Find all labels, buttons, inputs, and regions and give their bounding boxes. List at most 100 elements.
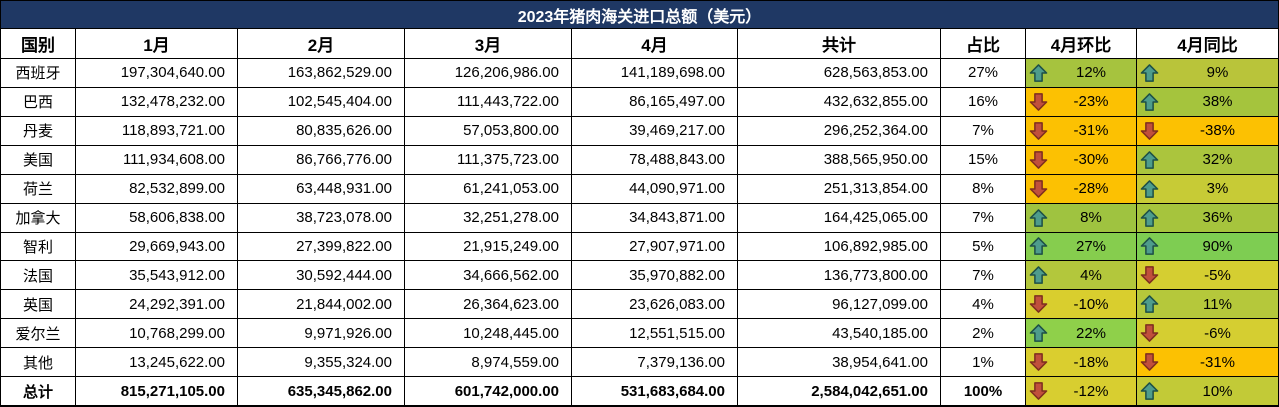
march-cell[interactable]: 21,915,249.00	[405, 232, 572, 262]
february-cell[interactable]: 163,862,529.00	[238, 59, 405, 88]
april-cell[interactable]: 78,488,843.00	[572, 145, 738, 175]
january-cell[interactable]: 10,768,299.00	[76, 319, 238, 349]
february-cell[interactable]: 9,355,324.00	[238, 348, 405, 378]
share-cell[interactable]: 7%	[941, 116, 1026, 146]
total-cell[interactable]: 38,954,641.00	[738, 348, 941, 378]
january-cell[interactable]: 132,478,232.00	[76, 87, 238, 117]
april-cell[interactable]: 141,189,698.00	[572, 59, 738, 88]
mom-trend-cell[interactable]: 22%	[1026, 319, 1137, 349]
header-february[interactable]: 2月	[238, 29, 405, 59]
country-cell[interactable]: 丹麦	[1, 116, 76, 146]
country-cell[interactable]: 荷兰	[1, 174, 76, 204]
yoy-trend-cell[interactable]: 36%	[1137, 203, 1278, 233]
march-cell[interactable]: 111,375,723.00	[405, 145, 572, 175]
country-cell[interactable]: 爱尔兰	[1, 319, 76, 349]
header-country[interactable]: 国别	[1, 29, 76, 59]
mom-trend-cell[interactable]: 8%	[1026, 203, 1137, 233]
share-cell[interactable]: 27%	[941, 59, 1026, 88]
march-cell[interactable]: 126,206,986.00	[405, 59, 572, 88]
total-cell[interactable]: 2,584,042,651.00	[738, 377, 941, 407]
total-cell[interactable]: 432,632,855.00	[738, 87, 941, 117]
country-cell[interactable]: 其他	[1, 348, 76, 378]
march-cell[interactable]: 26,364,623.00	[405, 290, 572, 320]
april-cell[interactable]: 7,379,136.00	[572, 348, 738, 378]
country-cell[interactable]: 西班牙	[1, 59, 76, 88]
share-cell[interactable]: 16%	[941, 87, 1026, 117]
mom-trend-cell[interactable]: -30%	[1026, 145, 1137, 175]
country-cell[interactable]: 英国	[1, 290, 76, 320]
total-cell[interactable]: 136,773,800.00	[738, 261, 941, 291]
march-cell[interactable]: 61,241,053.00	[405, 174, 572, 204]
february-cell[interactable]: 63,448,931.00	[238, 174, 405, 204]
share-cell[interactable]: 100%	[941, 377, 1026, 407]
country-cell[interactable]: 巴西	[1, 87, 76, 117]
share-cell[interactable]: 4%	[941, 290, 1026, 320]
january-cell[interactable]: 35,543,912.00	[76, 261, 238, 291]
header-april-mom[interactable]: 4月环比	[1026, 29, 1137, 59]
february-cell[interactable]: 80,835,626.00	[238, 116, 405, 146]
total-cell[interactable]: 628,563,853.00	[738, 59, 941, 88]
yoy-trend-cell[interactable]: 10%	[1137, 377, 1278, 407]
april-cell[interactable]: 39,469,217.00	[572, 116, 738, 146]
share-cell[interactable]: 1%	[941, 348, 1026, 378]
mom-trend-cell[interactable]: 12%	[1026, 59, 1137, 88]
january-cell[interactable]: 29,669,943.00	[76, 232, 238, 262]
total-cell[interactable]: 96,127,099.00	[738, 290, 941, 320]
mom-trend-cell[interactable]: -28%	[1026, 174, 1137, 204]
share-cell[interactable]: 8%	[941, 174, 1026, 204]
april-cell[interactable]: 531,683,684.00	[572, 377, 738, 407]
april-cell[interactable]: 35,970,882.00	[572, 261, 738, 291]
share-cell[interactable]: 2%	[941, 319, 1026, 349]
total-cell[interactable]: 43,540,185.00	[738, 319, 941, 349]
total-cell[interactable]: 251,313,854.00	[738, 174, 941, 204]
february-cell[interactable]: 30,592,444.00	[238, 261, 405, 291]
total-cell[interactable]: 296,252,364.00	[738, 116, 941, 146]
february-cell[interactable]: 27,399,822.00	[238, 232, 405, 262]
april-cell[interactable]: 23,626,083.00	[572, 290, 738, 320]
february-cell[interactable]: 102,545,404.00	[238, 87, 405, 117]
header-january[interactable]: 1月	[76, 29, 238, 59]
yoy-trend-cell[interactable]: -6%	[1137, 319, 1278, 349]
mom-trend-cell[interactable]: -23%	[1026, 87, 1137, 117]
february-cell[interactable]: 86,766,776.00	[238, 145, 405, 175]
january-cell[interactable]: 24,292,391.00	[76, 290, 238, 320]
january-cell[interactable]: 58,606,838.00	[76, 203, 238, 233]
yoy-trend-cell[interactable]: 11%	[1137, 290, 1278, 320]
header-total[interactable]: 共计	[738, 29, 941, 59]
april-cell[interactable]: 44,090,971.00	[572, 174, 738, 204]
country-cell[interactable]: 智利	[1, 232, 76, 262]
march-cell[interactable]: 34,666,562.00	[405, 261, 572, 291]
mom-trend-cell[interactable]: -10%	[1026, 290, 1137, 320]
january-cell[interactable]: 197,304,640.00	[76, 59, 238, 88]
total-cell[interactable]: 164,425,065.00	[738, 203, 941, 233]
share-cell[interactable]: 7%	[941, 261, 1026, 291]
country-cell[interactable]: 美国	[1, 145, 76, 175]
mom-trend-cell[interactable]: 27%	[1026, 232, 1137, 262]
mom-trend-cell[interactable]: -18%	[1026, 348, 1137, 378]
header-april[interactable]: 4月	[572, 29, 738, 59]
january-cell[interactable]: 118,893,721.00	[76, 116, 238, 146]
share-cell[interactable]: 5%	[941, 232, 1026, 262]
yoy-trend-cell[interactable]: 3%	[1137, 174, 1278, 204]
april-cell[interactable]: 34,843,871.00	[572, 203, 738, 233]
yoy-trend-cell[interactable]: -5%	[1137, 261, 1278, 291]
country-cell[interactable]: 加拿大	[1, 203, 76, 233]
february-cell[interactable]: 9,971,926.00	[238, 319, 405, 349]
march-cell[interactable]: 57,053,800.00	[405, 116, 572, 146]
header-april-yoy[interactable]: 4月同比	[1137, 29, 1278, 59]
january-cell[interactable]: 13,245,622.00	[76, 348, 238, 378]
march-cell[interactable]: 111,443,722.00	[405, 87, 572, 117]
january-cell[interactable]: 111,934,608.00	[76, 145, 238, 175]
header-march[interactable]: 3月	[405, 29, 572, 59]
april-cell[interactable]: 86,165,497.00	[572, 87, 738, 117]
total-cell[interactable]: 388,565,950.00	[738, 145, 941, 175]
share-cell[interactable]: 15%	[941, 145, 1026, 175]
april-cell[interactable]: 27,907,971.00	[572, 232, 738, 262]
march-cell[interactable]: 32,251,278.00	[405, 203, 572, 233]
yoy-trend-cell[interactable]: 32%	[1137, 145, 1278, 175]
country-cell[interactable]: 总计	[1, 377, 76, 407]
yoy-trend-cell[interactable]: 9%	[1137, 59, 1278, 88]
mom-trend-cell[interactable]: 4%	[1026, 261, 1137, 291]
yoy-trend-cell[interactable]: 38%	[1137, 87, 1278, 117]
mom-trend-cell[interactable]: -31%	[1026, 116, 1137, 146]
